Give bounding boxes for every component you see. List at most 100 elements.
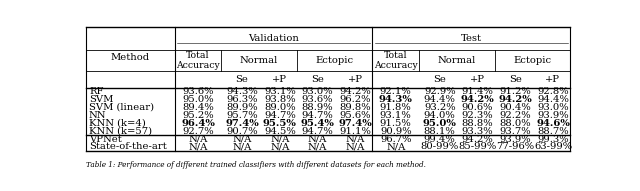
Text: 96.2%: 96.2% — [339, 95, 371, 104]
Text: 90.9%: 90.9% — [380, 127, 412, 136]
Text: 95.6%: 95.6% — [339, 111, 371, 120]
Text: 95.5%: 95.5% — [263, 119, 297, 128]
Text: NN: NN — [89, 111, 106, 120]
Text: 99.3%: 99.3% — [537, 134, 569, 143]
Text: Normal: Normal — [240, 56, 278, 65]
Text: 95.0%: 95.0% — [182, 95, 214, 104]
Text: 91.4%: 91.4% — [461, 87, 493, 96]
Text: 94.3%: 94.3% — [226, 87, 258, 96]
Text: 94.6%: 94.6% — [536, 119, 570, 128]
Text: 93.8%: 93.8% — [264, 95, 296, 104]
Text: Se: Se — [433, 75, 446, 84]
Text: 88.1%: 88.1% — [424, 127, 456, 136]
Text: +P: +P — [272, 75, 287, 84]
Text: 93.0%: 93.0% — [537, 103, 569, 112]
Text: 88.7%: 88.7% — [537, 127, 569, 136]
Text: 94.7%: 94.7% — [301, 127, 333, 136]
Text: 94.2%: 94.2% — [339, 87, 371, 96]
Text: Se: Se — [236, 75, 248, 84]
Text: 93.6%: 93.6% — [302, 95, 333, 104]
Text: N/A: N/A — [346, 142, 365, 151]
Text: 90.7%: 90.7% — [226, 127, 258, 136]
Text: Total
Accuracy: Total Accuracy — [374, 51, 417, 70]
Text: 93.2%: 93.2% — [424, 103, 456, 112]
Text: +P: +P — [348, 75, 363, 84]
Text: 89.9%: 89.9% — [226, 103, 258, 112]
Text: N/A: N/A — [270, 142, 289, 151]
Text: 94.7%: 94.7% — [301, 111, 333, 120]
Text: 95.7%: 95.7% — [226, 111, 258, 120]
Text: 93.0%: 93.0% — [301, 87, 333, 96]
Text: 93.6%: 93.6% — [182, 87, 214, 96]
Text: 80-99%: 80-99% — [420, 142, 459, 151]
Text: N/A: N/A — [232, 134, 252, 143]
Text: N/A: N/A — [346, 134, 365, 143]
Text: +P: +P — [545, 75, 561, 84]
Text: 93.1%: 93.1% — [264, 87, 296, 96]
Text: Method: Method — [111, 53, 150, 62]
Text: 90.6%: 90.6% — [461, 103, 493, 112]
Text: 63-99%: 63-99% — [534, 142, 572, 151]
Text: 92.9%: 92.9% — [424, 87, 456, 96]
Text: SVM (linear): SVM (linear) — [89, 103, 154, 112]
Text: 92.2%: 92.2% — [499, 111, 531, 120]
Text: 96.7%: 96.7% — [380, 134, 412, 143]
Text: 94.3%: 94.3% — [379, 95, 413, 104]
Text: 77-96%: 77-96% — [496, 142, 534, 151]
Text: +P: +P — [470, 75, 485, 84]
Text: 89.8%: 89.8% — [339, 103, 371, 112]
Text: 89.0%: 89.0% — [264, 103, 296, 112]
Text: Normal: Normal — [438, 56, 476, 65]
Text: 97.4%: 97.4% — [225, 119, 259, 128]
Text: 94.4%: 94.4% — [424, 95, 456, 104]
Text: Se: Se — [509, 75, 522, 84]
Text: Validation: Validation — [248, 34, 299, 43]
Text: KNN (k=57): KNN (k=57) — [89, 127, 152, 136]
Text: 93.3%: 93.3% — [461, 127, 493, 136]
Text: 95.2%: 95.2% — [182, 111, 214, 120]
Text: N/A: N/A — [188, 134, 207, 143]
Text: 93.1%: 93.1% — [380, 111, 412, 120]
Text: Total
Accuracy: Total Accuracy — [176, 51, 220, 70]
Text: 95.0%: 95.0% — [423, 119, 457, 128]
Text: N/A: N/A — [270, 134, 289, 143]
Text: N/A: N/A — [308, 142, 327, 151]
Text: 91.1%: 91.1% — [339, 127, 371, 136]
Text: 94.5%: 94.5% — [264, 127, 296, 136]
Text: 94.2%: 94.2% — [499, 95, 532, 104]
Text: 97.4%: 97.4% — [339, 119, 372, 128]
Text: N/A: N/A — [308, 134, 327, 143]
Text: Ectopic: Ectopic — [513, 56, 552, 65]
Text: 99.4%: 99.4% — [424, 134, 456, 143]
Text: 94.2%: 94.2% — [461, 95, 494, 104]
Text: 95.4%: 95.4% — [301, 119, 335, 128]
Text: Test: Test — [461, 34, 482, 43]
Text: 96.4%: 96.4% — [181, 119, 215, 128]
Text: 91.2%: 91.2% — [499, 87, 531, 96]
Text: KNN (k=4): KNN (k=4) — [89, 119, 146, 128]
Text: 88.9%: 88.9% — [301, 103, 333, 112]
Text: State-of-the-art: State-of-the-art — [89, 142, 166, 151]
Text: 88.8%: 88.8% — [461, 119, 493, 128]
Text: 92.1%: 92.1% — [380, 87, 412, 96]
Text: N/A: N/A — [386, 142, 405, 151]
Text: RF: RF — [89, 87, 104, 96]
Text: Se: Se — [311, 75, 324, 84]
Text: N/A: N/A — [232, 142, 252, 151]
Text: 94.7%: 94.7% — [264, 111, 296, 120]
Text: 92.7%: 92.7% — [182, 127, 214, 136]
Text: 91.8%: 91.8% — [380, 103, 412, 112]
Text: 92.8%: 92.8% — [537, 87, 569, 96]
Text: 93.7%: 93.7% — [499, 127, 531, 136]
Text: 93.9%: 93.9% — [537, 111, 569, 120]
Text: SVM: SVM — [89, 95, 113, 104]
Text: 90.4%: 90.4% — [499, 103, 531, 112]
Text: Table 1: Performance of different trained classifiers with different datasets fo: Table 1: Performance of different traine… — [86, 161, 426, 169]
Text: 89.4%: 89.4% — [182, 103, 214, 112]
Text: 92.3%: 92.3% — [461, 111, 493, 120]
Text: 94.0%: 94.0% — [424, 111, 456, 120]
Text: 91.5%: 91.5% — [380, 119, 412, 128]
Text: N/A: N/A — [188, 142, 207, 151]
Text: 94.4%: 94.4% — [537, 95, 569, 104]
Text: 93.9%: 93.9% — [499, 134, 531, 143]
